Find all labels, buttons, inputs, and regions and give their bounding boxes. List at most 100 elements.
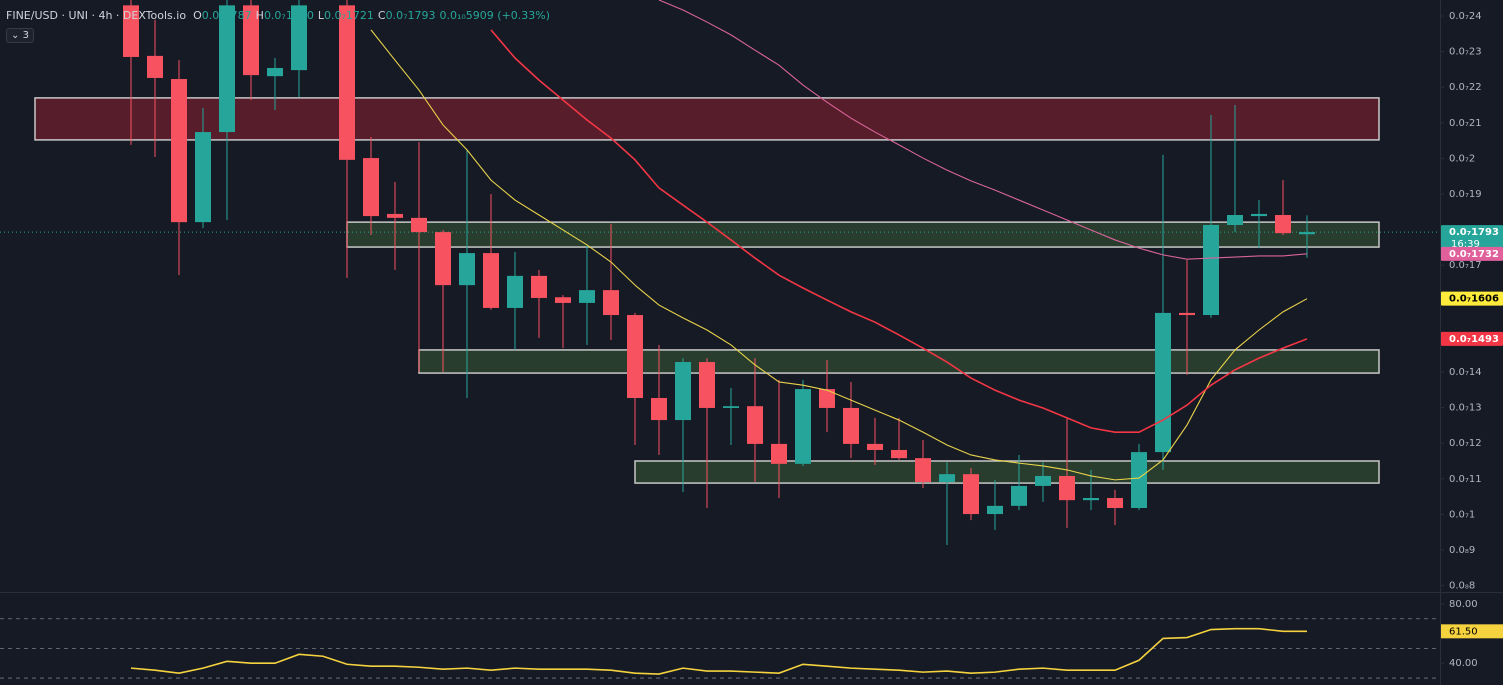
y-tick-label: 0.0₇17 [1449,260,1482,271]
candle-body [1035,475,1051,486]
candle-body [939,474,955,483]
y-tick-label: 0.0₇14 [1449,367,1482,378]
candle-body [435,232,451,286]
candle-body [795,389,811,464]
price-tag-time: 16:39 [1451,239,1480,250]
candle-body [579,290,595,303]
ohlc-label: L [317,9,324,22]
candle-body [1059,475,1075,501]
zone [634,460,1380,484]
price-pane [0,0,1440,546]
axis: 0.0₇24 0.0₇23 0.0₇22 0.0₇21 0.0₇2 0.0₇19 0.0₇1… [1440,11,1503,669]
candle-body [339,5,355,160]
symbol: FINE/USD · UNI · 4h · DEXTools.io [6,9,187,22]
candle-body [915,458,931,483]
y-tick-label: 40.00 [1449,658,1478,669]
candle-body [651,397,667,421]
candle-body [1179,312,1195,316]
ohlc: O0.0₇1787 H0.0₇1840 L0.0₇1721 C0.0₇1793 [193,9,439,22]
change: 0.0₁₀5909 (+0.33%) [439,9,551,22]
ohlc-value: 0.0₇1840 [263,9,314,22]
legend-header: FINE/USD · UNI · 4h · DEXTools.io O0.0₇1… [6,9,554,22]
price-tag-label: 0.0₇1793 [1449,227,1499,238]
rsi-pane [0,618,1440,679]
y-tick-label: 0.0₇2 [1449,153,1475,164]
candle-body [1131,452,1147,508]
ohlc-value: 0.0₇1793 [385,9,436,22]
candle-body [1107,498,1123,508]
y-tick-label: 0.0₇19 [1449,189,1482,200]
candle-body [1011,485,1027,506]
candle-body [819,389,835,408]
candle-body [723,406,739,408]
candle-body [1155,312,1171,453]
candle-body [123,5,139,57]
candle-body [243,5,259,76]
candle-body [1203,224,1219,316]
y-tick-label: 0.0₈8 [1449,581,1475,592]
zone [34,97,1380,141]
candle-body [987,505,1003,515]
candle-body [675,362,691,421]
candle-body [387,213,403,218]
candle-body [291,5,307,71]
price-tag-label: 0.0₇1606 [1449,294,1499,305]
price-tag [1441,225,1503,252]
indicator-count: 3 [22,30,29,41]
candle-body [531,275,547,298]
y-tick-label: 0.0₇24 [1449,11,1482,22]
y-tick-label: 0.0₇11 [1449,474,1482,485]
moving-average [370,29,1308,481]
candle-body [627,315,643,398]
candle-body [507,275,523,308]
y-tick-label: 0.0₇22 [1449,82,1482,93]
ohlc-label: C [377,9,386,22]
y-tick-label: 0.0₇13 [1449,403,1482,414]
candle-body [1299,232,1315,235]
y-tick-label: 0.0₇12 [1449,438,1482,449]
candle-body [411,217,427,233]
candle-body [1083,498,1099,501]
candle-body [555,297,571,303]
rsi-tag-label: 61.50 [1449,626,1478,637]
indicator-toggle[interactable]: ⌄ 3 [6,28,34,43]
candle-body [747,406,763,444]
ohlc-value: 0.0₇1721 [323,9,374,22]
y-tick-label: 0.0₈9 [1449,545,1475,556]
candle-body [963,474,979,515]
candle-body [219,5,235,133]
y-tick-label: 0.0₇1 [1449,509,1475,520]
ohlc-value: 0.0₇1787 [201,9,252,22]
price-tag [1441,246,1503,261]
zone [346,221,1380,248]
y-tick-label: 0.0₇23 [1449,47,1482,58]
price-tag [1441,291,1503,306]
rsi-line [130,627,1307,675]
moving-average [658,0,1308,260]
price-tag-label: 0.0₇1493 [1449,334,1499,345]
ohlc-label: H [255,9,264,22]
moving-average [490,29,1308,433]
price-tag-label: 0.0₇1732 [1449,249,1499,260]
candle-body [147,55,163,78]
candle-body [171,79,187,223]
candle-body [195,132,211,223]
candle-body [867,443,883,450]
candle-body [603,290,619,316]
price-tag [1441,331,1503,346]
rsi-tag [1441,624,1503,639]
candle-body [1275,215,1291,234]
candle-body [1227,215,1243,225]
candle-body [843,407,859,444]
candle-body [459,253,475,286]
candle-body [363,158,379,217]
y-tick-label: 80.00 [1449,599,1478,610]
candle-body [1251,213,1267,217]
y-tick-label: 0.0₇21 [1449,118,1482,129]
ohlc-label: O [193,9,202,22]
candle-body [891,449,907,459]
candle-body [483,253,499,308]
candle-body [267,67,283,77]
